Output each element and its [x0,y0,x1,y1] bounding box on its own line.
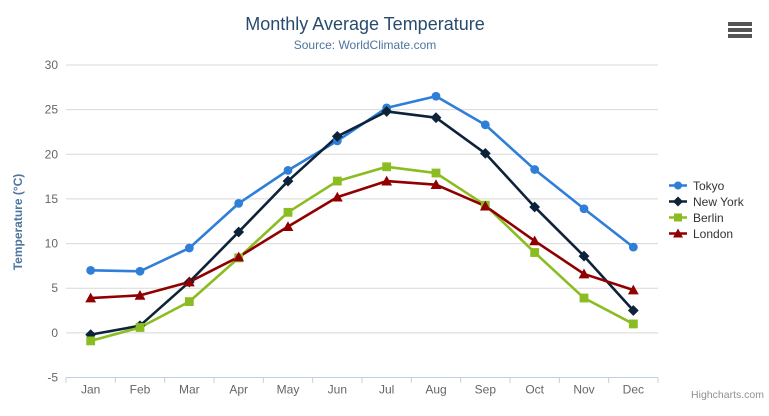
y-axis-label: 10 [45,237,59,251]
data-point-london[interactable] [529,235,541,246]
legend-item-berlin[interactable]: Berlin [668,210,744,225]
data-point-berlin[interactable] [382,162,392,172]
y-axis-label: 30 [45,58,59,72]
x-axis-label: Apr [229,383,248,397]
data-point-new-york[interactable] [381,106,393,117]
data-point-london[interactable] [233,251,245,262]
data-point-berlin[interactable] [135,323,145,332]
y-axis-label: 25 [45,103,59,117]
data-point-tokyo[interactable] [135,266,145,276]
legend-marker-square-icon [669,213,687,222]
credits-link[interactable]: Highcharts.com [691,389,764,401]
data-point-london[interactable] [430,179,442,190]
data-point-new-york[interactable] [479,147,491,159]
legend-marker-diamond-icon [669,196,687,207]
x-axis-label: Nov [573,383,594,397]
data-point-berlin[interactable] [579,293,589,303]
x-axis-label: Jul [379,383,394,397]
series-line-berlin [89,165,635,343]
data-point-tokyo[interactable] [480,120,490,130]
data-point-tokyo[interactable] [234,198,244,208]
data-point-berlin[interactable] [530,248,540,257]
x-axis-label: Aug [425,383,446,397]
x-axis-label: Oct [525,383,544,397]
y-axis-label: -5 [47,371,58,385]
data-point-berlin[interactable] [431,168,441,178]
legend-marker-triangle-icon [669,228,687,238]
data-point-london[interactable] [578,268,590,279]
data-point-london[interactable] [381,175,393,186]
y-axis-label: 15 [45,192,59,206]
data-point-new-york[interactable] [282,175,294,187]
data-point-london[interactable] [85,292,97,303]
chart-title: Monthly Average Temperature [245,14,485,34]
data-point-london[interactable] [331,191,343,202]
data-point-new-york[interactable] [331,131,343,142]
data-point-tokyo[interactable] [184,243,194,253]
data-point-berlin[interactable] [184,297,194,307]
x-axis-label: Dec [623,383,644,397]
chart-subtitle: Source: WorldClimate.com [293,38,437,52]
legend-item-london[interactable]: London [668,226,744,241]
x-axis-label: Jan [81,383,100,397]
series-line-new-york [89,110,635,336]
data-point-new-york[interactable] [627,305,639,316]
data-point-tokyo[interactable] [628,242,638,252]
legend-item-new-york[interactable]: New York [668,194,744,209]
legend-marker-circle-icon [669,181,687,190]
data-point-new-york[interactable] [578,250,590,262]
data-point-tokyo[interactable] [530,165,540,174]
data-point-berlin[interactable] [283,207,293,217]
data-point-london[interactable] [479,200,491,211]
data-point-tokyo[interactable] [283,165,293,175]
legend-label: Berlin [693,210,724,225]
legend-label: London [693,226,734,241]
data-point-new-york[interactable] [430,112,442,124]
data-point-tokyo[interactable] [431,91,441,101]
data-point-london[interactable] [627,284,639,295]
series-line-london [89,179,635,300]
legend-item-tokyo[interactable]: Tokyo [668,178,744,193]
x-axis-label: Mar [179,383,200,397]
hamburger-menu-icon [728,22,752,26]
y-axis-label: 5 [51,281,58,295]
legend-label: New York [693,194,744,209]
data-point-london[interactable] [282,221,294,232]
data-point-london[interactable] [134,289,146,300]
x-axis-label: Sep [475,383,497,397]
data-point-tokyo[interactable] [86,265,96,275]
data-point-berlin[interactable] [332,176,342,186]
hamburger-menu-icon [728,34,752,38]
x-axis-label: Feb [130,383,151,397]
x-axis-label: Jun [328,383,347,397]
data-point-london[interactable] [183,276,195,287]
hamburger-menu-icon [728,28,752,32]
data-point-tokyo[interactable] [579,204,589,214]
data-point-new-york[interactable] [233,226,245,238]
data-point-new-york[interactable] [529,201,541,213]
export-menu-button[interactable] [726,20,754,40]
legend-label: Tokyo [693,178,725,193]
x-axis-label: May [277,383,300,397]
data-point-berlin[interactable] [628,319,638,329]
legend: Tokyo New York Berlin London [668,178,744,241]
data-point-berlin[interactable] [86,336,96,346]
y-axis-label: 20 [45,147,59,161]
y-axis-label: 0 [51,326,58,340]
